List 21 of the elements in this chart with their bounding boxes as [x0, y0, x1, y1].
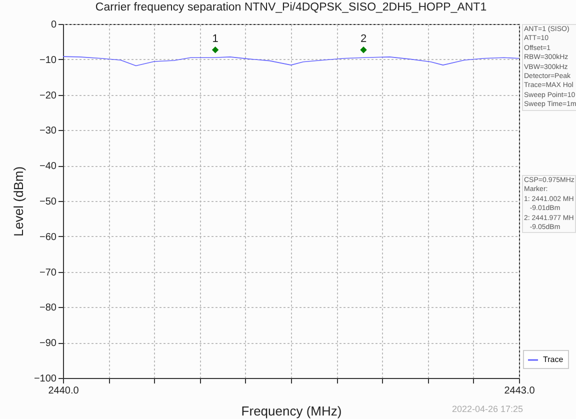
annotation: 1	[212, 32, 218, 45]
y-tick-label: −70	[40, 267, 57, 278]
y-tick-label: −20	[40, 90, 57, 102]
x-axis-title: Frequency (MHz)	[241, 404, 342, 418]
legend-label: Trace	[543, 355, 564, 364]
y-tick-label: −40	[40, 161, 57, 172]
y-tick-label: −10	[40, 54, 57, 66]
y-axis-title: Level (dBm)	[10, 166, 26, 237]
y-tick-label: −100	[34, 374, 57, 384]
y-tick-label: −30	[40, 126, 57, 137]
chart-title: Carrier frequency separation NTNV_Pi/4DQPSK_SISO_2DH5_HOPP_ANT1	[95, 2, 487, 14]
text: 2022-04-26 17:25	[452, 404, 524, 414]
x-tick-label: 2440.0	[48, 386, 80, 396]
annotation: 2	[360, 32, 367, 45]
y-tick-label: −60	[40, 232, 57, 243]
y-tick-label: −80	[40, 302, 57, 314]
y-tick-label: 0	[50, 20, 57, 30]
y-tick-label: −90	[40, 338, 57, 350]
y-tick-label: −50	[40, 196, 57, 208]
x-tick-label: 2443.0	[504, 386, 536, 396]
line-series	[62, 56, 520, 66]
